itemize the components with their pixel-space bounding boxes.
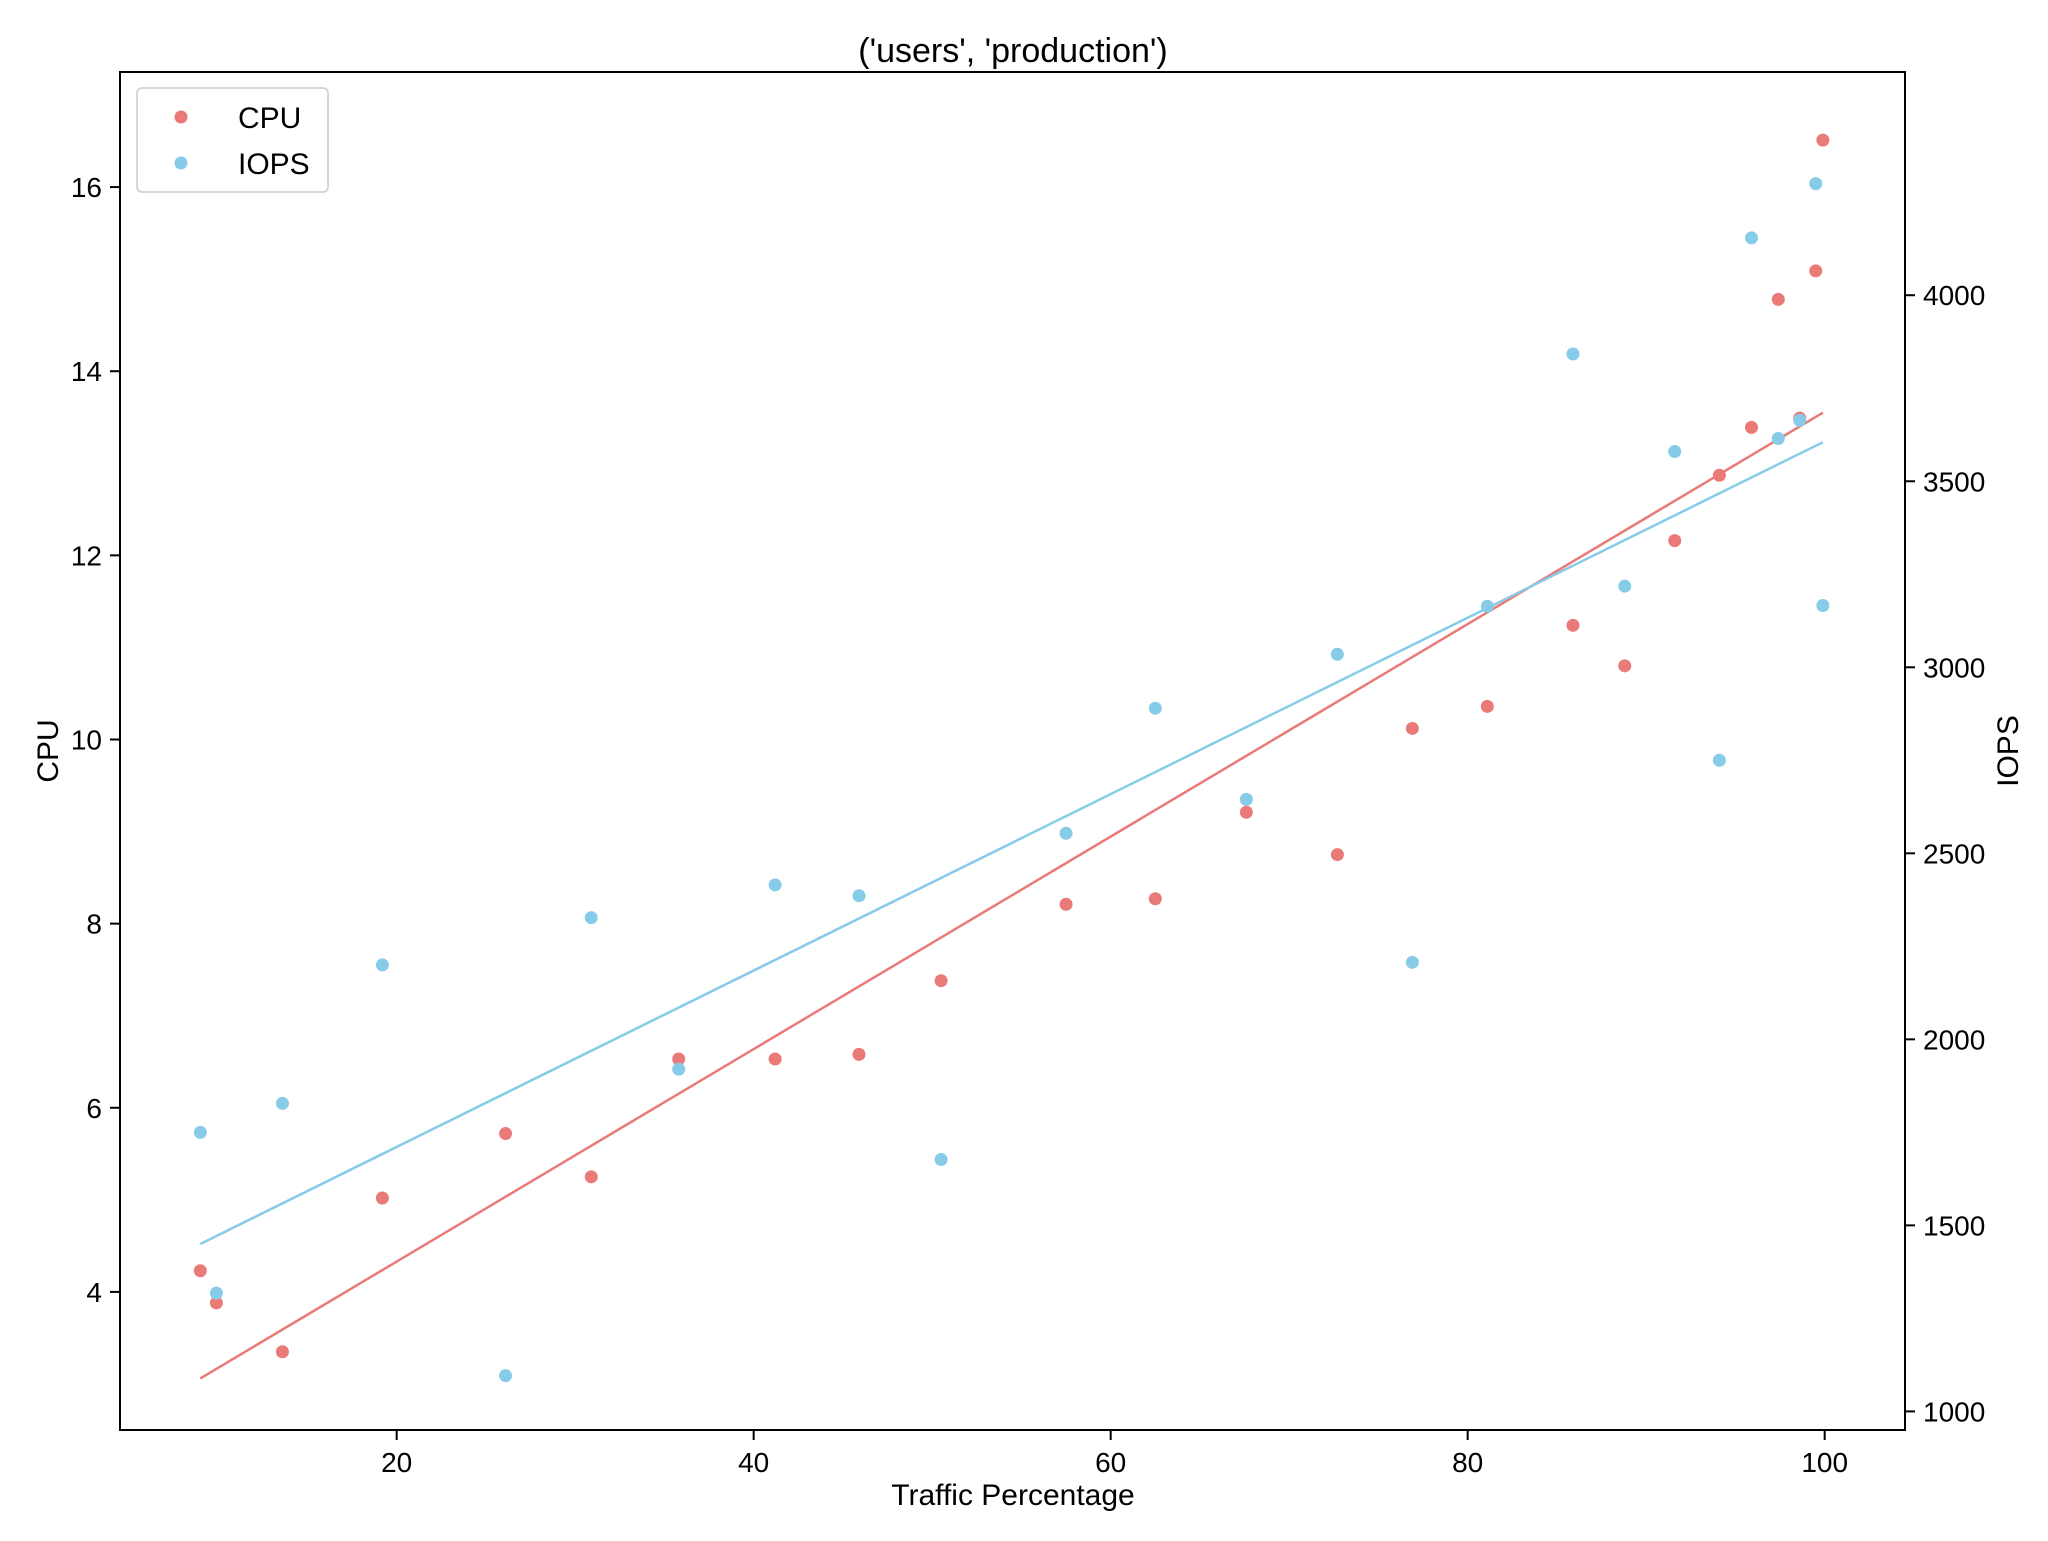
y-tick-label: 6 <box>86 1093 102 1124</box>
point-iops <box>852 889 866 903</box>
point-iops <box>1618 579 1632 593</box>
x-tick-label: 40 <box>738 1447 769 1478</box>
trend-line-iops <box>199 441 1824 1246</box>
point-cpu <box>1566 618 1580 632</box>
point-cpu <box>1712 468 1726 482</box>
point-iops <box>1668 444 1682 458</box>
point-cpu <box>934 974 948 988</box>
point-cpu <box>1330 848 1344 862</box>
x-axis-label: Traffic Percentage <box>891 1479 1134 1512</box>
chart-title: ('users', 'production') <box>858 32 1167 70</box>
legend: CPU IOPS <box>136 87 329 193</box>
point-iops <box>1148 701 1162 715</box>
point-cpu <box>1480 699 1494 713</box>
legend-marker-cpu <box>174 110 188 124</box>
legend-marker-iops <box>174 156 188 170</box>
point-iops <box>1712 753 1726 767</box>
legend-label-iops: IOPS <box>238 148 310 181</box>
point-iops <box>193 1125 207 1139</box>
y2-tick-label: 1000 <box>1923 1396 1985 1427</box>
point-cpu <box>499 1127 513 1141</box>
point-iops <box>1566 347 1580 361</box>
point-cpu <box>672 1052 686 1066</box>
point-cpu <box>1148 892 1162 906</box>
y2-axis-label: IOPS <box>1992 715 2025 787</box>
plot-frame <box>119 71 1906 1431</box>
point-cpu <box>1744 420 1758 434</box>
point-iops <box>934 1153 948 1167</box>
y-tick-label: 4 <box>86 1277 102 1308</box>
point-iops <box>275 1096 289 1110</box>
data-points <box>193 133 1830 1383</box>
point-iops <box>209 1286 223 1300</box>
point-cpu <box>209 1296 223 1310</box>
y-tick-label: 10 <box>71 724 102 755</box>
point-iops <box>1809 177 1823 191</box>
y-tick-label: 14 <box>71 356 102 387</box>
y2-tick-label: 4000 <box>1923 280 1985 311</box>
y2-axis-ticks: 1000 1500 2000 2500 3000 3500 4000 <box>1905 280 1985 1427</box>
point-iops <box>1771 431 1785 445</box>
y-axis-label: CPU <box>32 719 65 782</box>
point-cpu <box>193 1264 207 1278</box>
point-iops <box>584 911 598 925</box>
point-iops <box>1480 599 1494 613</box>
trend-line-cpu <box>199 411 1824 1380</box>
y-tick-label: 8 <box>86 909 102 940</box>
point-iops <box>375 958 389 972</box>
point-cpu <box>1816 133 1830 147</box>
y2-tick-label: 3500 <box>1923 466 1985 497</box>
x-tick-label: 80 <box>1452 1447 1483 1478</box>
y2-tick-label: 2000 <box>1923 1024 1985 1055</box>
point-cpu <box>1668 534 1682 548</box>
point-iops <box>672 1062 686 1076</box>
point-iops <box>1059 826 1073 840</box>
point-iops <box>1330 647 1344 661</box>
point-iops <box>1816 599 1830 613</box>
point-iops <box>768 878 782 892</box>
point-cpu <box>1239 805 1253 819</box>
point-cpu <box>275 1345 289 1359</box>
x-tick-label: 100 <box>1801 1447 1848 1478</box>
point-cpu <box>584 1170 598 1184</box>
legend-label-cpu: CPU <box>238 102 301 135</box>
y2-tick-label: 3000 <box>1923 652 1985 683</box>
y2-tick-label: 2500 <box>1923 838 1985 869</box>
point-cpu <box>1405 721 1419 735</box>
point-cpu <box>375 1191 389 1205</box>
point-cpu <box>1059 897 1073 911</box>
point-iops <box>1793 413 1807 427</box>
point-cpu <box>1809 264 1823 278</box>
y-axis-ticks: 4 6 8 10 12 14 16 <box>71 172 120 1308</box>
point-cpu <box>768 1052 782 1066</box>
point-cpu <box>1771 292 1785 306</box>
point-iops <box>1405 955 1419 969</box>
point-iops <box>1239 792 1253 806</box>
trend-lines <box>199 411 1824 1380</box>
y-tick-label: 12 <box>71 540 102 571</box>
point-cpu <box>852 1047 866 1061</box>
x-tick-label: 60 <box>1095 1447 1126 1478</box>
point-iops <box>1744 231 1758 245</box>
point-iops <box>499 1369 513 1383</box>
y2-tick-label: 1500 <box>1923 1210 1985 1241</box>
point-cpu <box>1618 659 1632 673</box>
x-tick-label: 20 <box>381 1447 412 1478</box>
x-axis-ticks: 20 40 60 80 100 <box>381 1430 1848 1478</box>
y-tick-label: 16 <box>71 172 102 203</box>
